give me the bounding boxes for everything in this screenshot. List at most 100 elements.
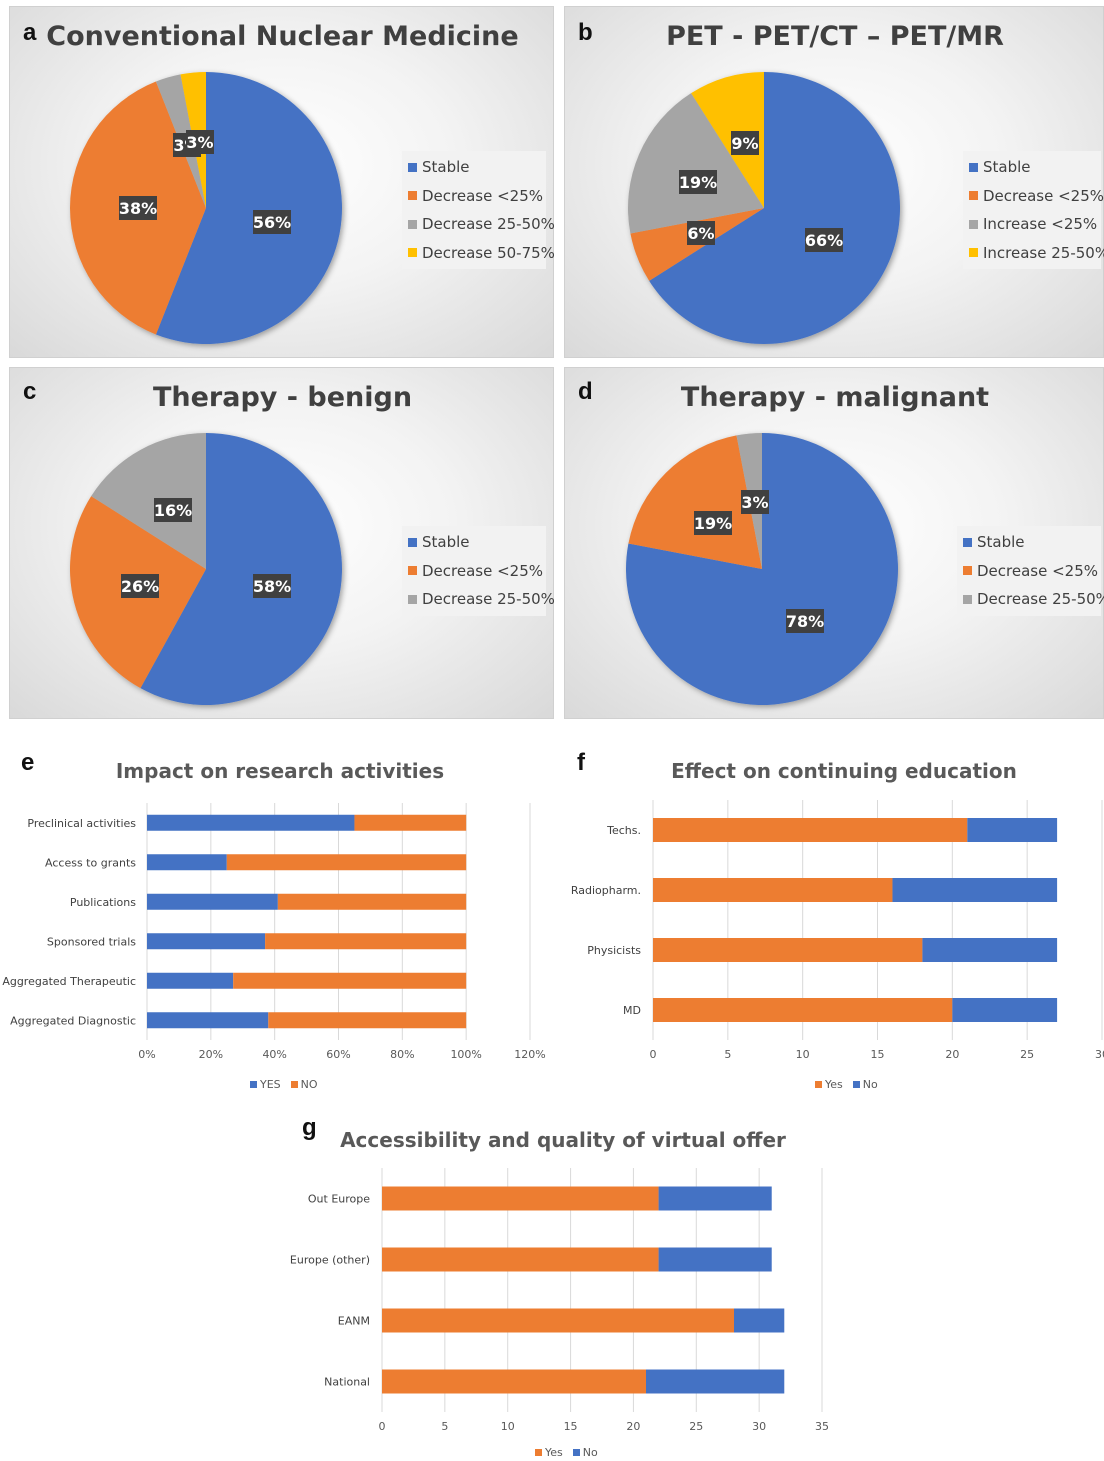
data-label: 9% [731, 131, 759, 155]
chart-title: Therapy - benign [152, 382, 413, 413]
panel-label: c [23, 378, 37, 405]
legend-swatch [408, 594, 417, 604]
bar-no [265, 933, 467, 950]
x-tick-label: 80% [390, 1048, 414, 1061]
legend-swatch [408, 162, 417, 172]
legend-label: Decrease 50-75% [422, 243, 555, 262]
bar-chart-f: f Effect on continuing education 0 5 10 15 2… [560, 745, 1104, 1095]
legend-label: Increase 25-50% [983, 243, 1104, 262]
pie-slice-increase-25- [628, 93, 764, 234]
legend-item: Decrease 25-50% [408, 210, 555, 239]
legend-swatch [408, 537, 417, 547]
legend-swatch [969, 191, 978, 201]
data-label: 3% [741, 490, 769, 514]
legend: Stable Decrease <25% Decrease 25-50% Decrea… [402, 151, 555, 269]
x-tick-label: 30 [1095, 1048, 1104, 1061]
svg-text:56%: 56% [253, 213, 291, 232]
legend-label: Decrease <25% [977, 561, 1099, 580]
bar-chart-e: e Impact on research activities 0% 20% 40%… [0, 745, 554, 1095]
chart-title: Conventional Nuclear Medicine [46, 21, 519, 52]
legend-swatch [963, 537, 972, 547]
bar-chart-g: g Accessibility and quality of virtual o… [290, 1110, 850, 1461]
bar-plot: 0 5 10 15 20 25 30 Techs. Radiopharm. Physicists M… [571, 800, 1104, 1061]
bar-no [967, 818, 1058, 842]
svg-text:38%: 38% [119, 199, 157, 218]
legend-swatch [250, 1081, 257, 1088]
svg-text:6%: 6% [687, 224, 714, 243]
bar-yes [653, 938, 923, 962]
panel-label: e [21, 749, 35, 776]
x-tick-label: 120% [514, 1048, 545, 1061]
bar-no [233, 972, 467, 989]
legend-item: No [852, 1078, 878, 1091]
legend-item: Decrease <25% [408, 182, 544, 211]
bar-no [354, 814, 467, 831]
legend-swatch [969, 162, 978, 172]
category-label: Aggregated Diagnostic [10, 1014, 136, 1027]
x-tick-label: 60% [326, 1048, 350, 1061]
bar-yes [653, 998, 953, 1022]
legend-item: Yes [815, 1078, 843, 1091]
legend-item: Yes [535, 1446, 563, 1459]
legend-label: Stable [977, 533, 1025, 552]
x-tick-label: 100% [450, 1048, 481, 1061]
bar-plot: 0 5 10 15 20 25 30 35 Out Europe Europe (other) EA… [290, 1168, 829, 1433]
x-tick-label: 35 [815, 1420, 829, 1433]
data-label: 19% [694, 511, 732, 535]
chart-title: PET - PET/CT – PET/MR [666, 21, 1004, 52]
legend-swatch [408, 191, 417, 201]
pie-slice-stable [155, 72, 342, 344]
x-tick-label: 10 [796, 1048, 810, 1061]
x-tick-label: 20 [945, 1048, 959, 1061]
panel-label: b [578, 19, 593, 46]
bar-yes [653, 818, 968, 842]
legend-label: Decrease <25% [422, 186, 544, 205]
legend-swatch [963, 594, 972, 604]
data-label: 16% [154, 498, 192, 522]
chart-title: Accessibility and quality of virtual off… [340, 1128, 786, 1152]
legend-item: Decrease 50-75% [408, 239, 555, 268]
data-label: 78% [786, 609, 824, 633]
svg-text:26%: 26% [121, 577, 159, 596]
legend-item: Increase 25-50% [969, 239, 1104, 268]
bar-yes [382, 1369, 646, 1394]
pie-plot: 66% 6% 19% 9% [628, 72, 900, 345]
legend-swatch [969, 219, 978, 229]
bar-no [922, 938, 1058, 962]
pie-slice-increase-25-50- [691, 72, 764, 208]
legend-item: Decrease 25-50% [963, 585, 1104, 614]
x-tick-label: 25 [1020, 1048, 1034, 1061]
category-label: Publications [70, 896, 136, 909]
bar-yes [382, 1308, 734, 1333]
svg-text:66%: 66% [805, 231, 843, 250]
legend-item: Decrease <25% [969, 182, 1104, 211]
bar-no [646, 1369, 785, 1394]
svg-text:9%: 9% [731, 134, 758, 153]
category-label: Out Europe [308, 1193, 370, 1206]
data-label: 6% [687, 221, 715, 245]
category-label: Europe (other) [290, 1254, 370, 1267]
category-label: MD [623, 1004, 641, 1017]
legend: Stable Decrease <25% Decrease 25-50% [402, 526, 555, 616]
x-tick-label: 5 [441, 1420, 448, 1433]
legend-swatch [815, 1081, 822, 1088]
legend-item: Stable [408, 528, 540, 557]
panel-label: a [23, 19, 37, 46]
bar-no [658, 1247, 772, 1272]
pie-plot: 56%38%3%3% [70, 72, 342, 344]
bar-yes [382, 1186, 659, 1211]
bar-yes [653, 878, 893, 902]
x-tick-label: 25 [689, 1420, 703, 1433]
legend-label: Decrease 25-50% [422, 215, 555, 234]
legend-item: Decrease 25-50% [408, 585, 555, 614]
data-label: 66% [805, 228, 843, 252]
panel-label: f [577, 749, 585, 776]
category-label: Access to grants [45, 856, 136, 869]
svg-text:19%: 19% [679, 173, 717, 192]
pie-chart-panel-c: c Therapy - benign 58% 26% 16% Stable Decre… [9, 367, 555, 719]
chart-title: Impact on research activities [115, 759, 445, 783]
legend-label: Stable [422, 158, 470, 177]
bar-yes [147, 893, 278, 910]
pie-chart-panel-d: d Therapy - malignant 78% 19% 3% Stable Dec… [564, 367, 1104, 719]
bar-yes [147, 854, 227, 871]
